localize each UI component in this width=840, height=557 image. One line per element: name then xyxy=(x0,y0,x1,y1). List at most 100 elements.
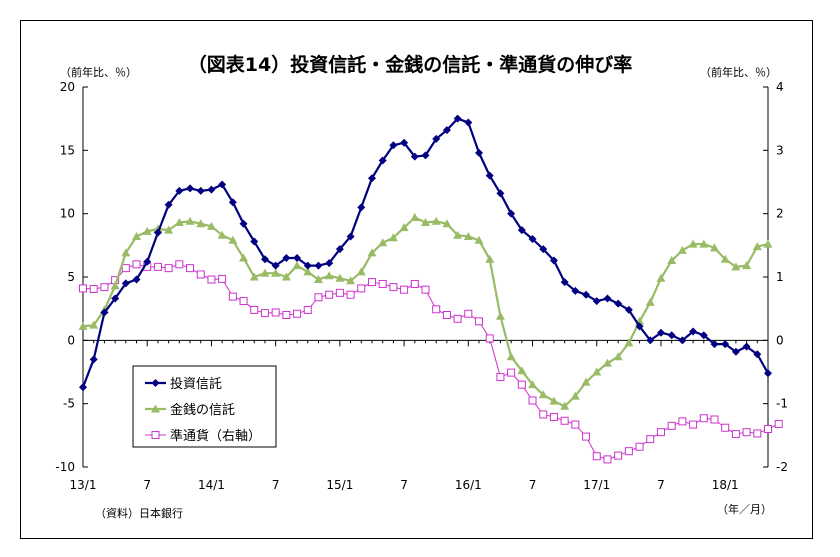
data-point xyxy=(100,283,109,292)
data-point xyxy=(389,283,398,292)
data-point xyxy=(378,238,388,247)
data-point xyxy=(271,308,280,317)
data-point xyxy=(293,254,302,262)
data-point xyxy=(688,239,698,248)
left-axis-unit: （前年比、％） xyxy=(60,65,137,79)
data-point xyxy=(378,279,387,288)
x-tick-label: 15/1 xyxy=(326,478,353,492)
data-point xyxy=(314,293,323,302)
left-tick-label: -10 xyxy=(55,460,75,474)
data-point xyxy=(228,235,238,244)
data-point xyxy=(453,230,463,239)
data-point xyxy=(388,233,398,242)
data-point xyxy=(357,284,366,293)
x-tick-label: 7 xyxy=(272,478,280,492)
data-point xyxy=(400,138,409,147)
data-point xyxy=(292,261,302,270)
data-point xyxy=(335,245,344,254)
data-point xyxy=(603,455,612,464)
right-tick-label: 0 xyxy=(776,333,784,347)
data-point xyxy=(731,347,740,356)
data-point xyxy=(453,114,462,123)
data-point xyxy=(153,228,162,237)
data-point xyxy=(742,342,751,351)
x-tick-label: 13/1 xyxy=(70,478,97,492)
right-tick-label: 1 xyxy=(776,270,784,284)
chart-title: （図表14）投資信託・金銭の信託・準通貨の伸び率 xyxy=(188,53,632,76)
right-tick-label: -1 xyxy=(776,397,788,411)
data-point xyxy=(667,331,676,340)
data-point xyxy=(378,156,387,165)
data-point xyxy=(635,442,644,451)
data-point xyxy=(570,391,580,400)
data-point xyxy=(517,226,526,235)
data-point xyxy=(174,218,184,227)
x-tick-label: 7 xyxy=(143,478,151,492)
data-point xyxy=(721,340,730,349)
data-point xyxy=(293,309,302,318)
data-point xyxy=(656,273,666,282)
data-point xyxy=(496,189,505,198)
right-axis-unit: （前年比、％） xyxy=(700,65,777,79)
data-point xyxy=(410,152,419,161)
data-point xyxy=(603,294,612,303)
data-point xyxy=(571,420,580,429)
data-point xyxy=(78,321,88,330)
data-point xyxy=(774,419,783,428)
data-point xyxy=(721,423,730,432)
data-point xyxy=(656,428,665,437)
data-point xyxy=(646,435,655,444)
data-point xyxy=(624,305,633,314)
data-point xyxy=(614,299,623,308)
data-point xyxy=(656,328,665,337)
data-point xyxy=(624,447,633,456)
chart-frame xyxy=(20,20,813,539)
data-point xyxy=(367,174,376,183)
data-point xyxy=(731,262,741,271)
data-point xyxy=(143,257,152,266)
data-point xyxy=(346,290,355,299)
data-point xyxy=(239,297,248,306)
data-point xyxy=(357,203,366,212)
x-tick-label: 7 xyxy=(400,478,408,492)
data-point xyxy=(506,352,516,361)
data-point xyxy=(464,309,473,318)
data-point xyxy=(325,290,334,299)
data-point xyxy=(164,264,173,273)
data-point xyxy=(356,267,366,276)
data-point xyxy=(260,255,269,264)
data-point xyxy=(752,242,762,251)
data-point xyxy=(367,248,377,257)
left-tick-label: 0 xyxy=(67,333,75,347)
data-point xyxy=(463,231,473,240)
data-point xyxy=(303,261,312,270)
data-point xyxy=(121,279,130,288)
data-point xyxy=(164,200,173,209)
data-point xyxy=(571,286,580,295)
data-point xyxy=(581,377,591,386)
data-point xyxy=(560,401,570,410)
data-point xyxy=(753,429,762,438)
data-point xyxy=(346,276,356,285)
data-point xyxy=(614,451,623,460)
data-point xyxy=(239,253,249,262)
data-point xyxy=(111,294,120,303)
data-point xyxy=(121,264,130,273)
data-point xyxy=(753,350,762,359)
x-tick-label: 7 xyxy=(657,478,665,492)
x-tick-label: 7 xyxy=(529,478,537,492)
data-point xyxy=(249,272,259,281)
data-point xyxy=(153,262,162,271)
source-note: （資料）日本銀行 xyxy=(95,506,183,520)
data-point xyxy=(763,239,773,248)
data-point xyxy=(528,235,537,243)
data-point xyxy=(475,148,484,157)
data-point xyxy=(646,336,655,345)
data-point xyxy=(89,285,98,294)
data-point xyxy=(335,273,345,282)
data-point xyxy=(560,416,569,425)
data-point xyxy=(720,254,730,263)
left-tick-label: 20 xyxy=(60,80,75,94)
data-point xyxy=(549,396,559,405)
